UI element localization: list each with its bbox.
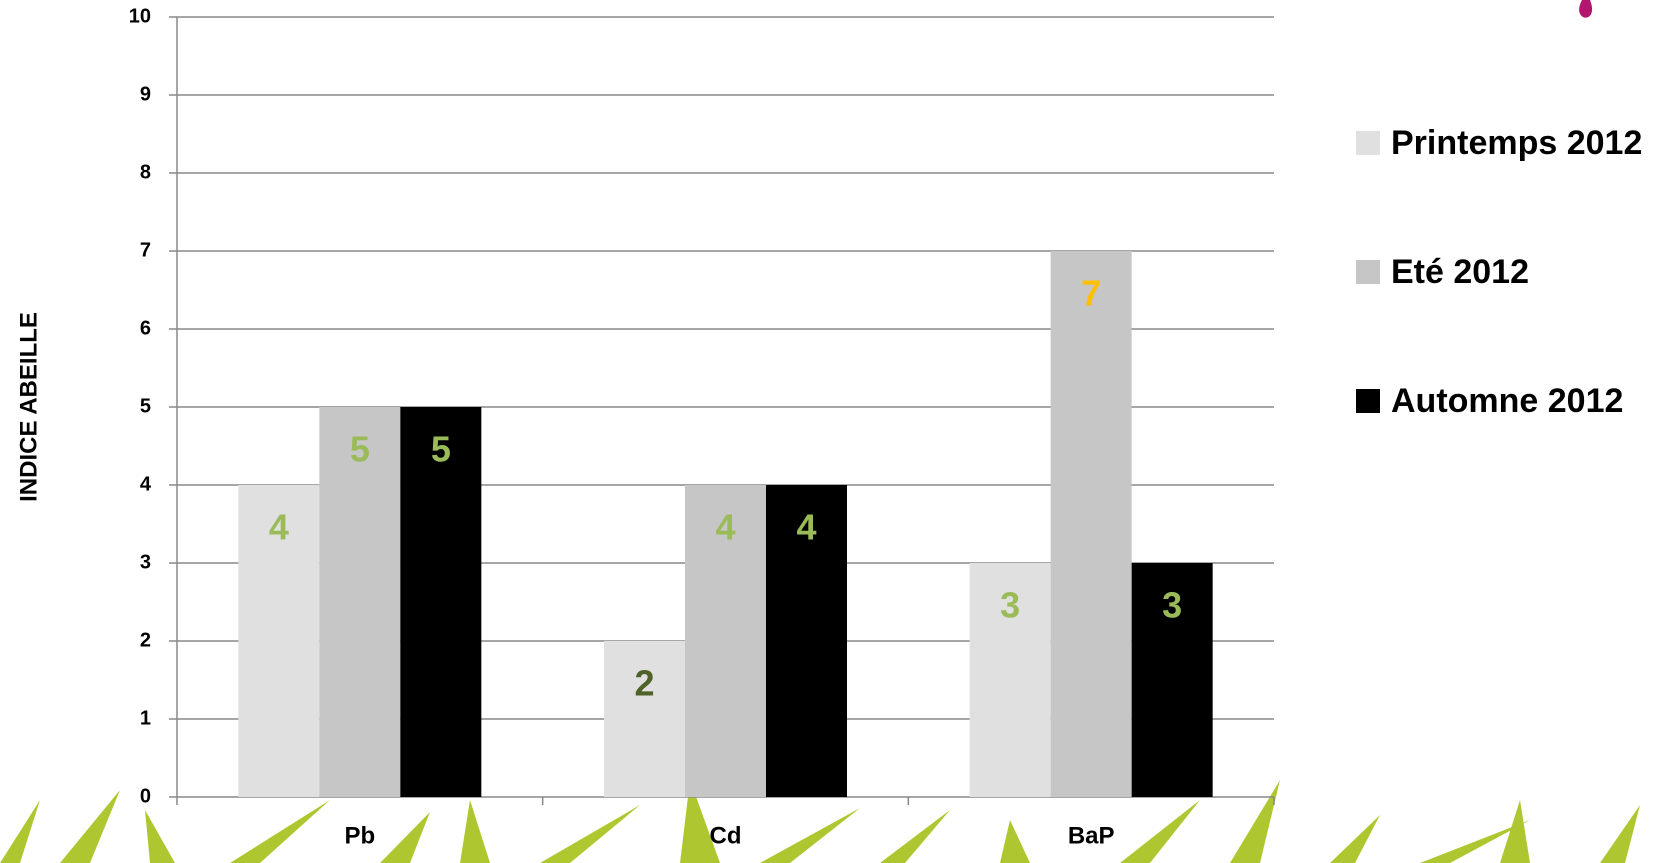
value-label: 2 — [634, 663, 654, 704]
value-label: 3 — [1162, 585, 1182, 626]
value-label: 5 — [350, 429, 370, 470]
logo-blob — [1579, 0, 1593, 18]
y-tick-label: 6 — [140, 317, 151, 339]
value-label: 4 — [796, 507, 816, 548]
legend-swatch — [1356, 260, 1380, 284]
x-tick-label: Cd — [710, 822, 742, 849]
legend-label: Eté 2012 — [1391, 253, 1529, 291]
bar — [969, 563, 1051, 797]
bar — [685, 485, 766, 797]
value-label: 4 — [269, 507, 289, 548]
x-tick-label: Pb — [344, 822, 375, 849]
y-tick-label: 8 — [140, 161, 151, 183]
value-label: 5 — [431, 429, 451, 470]
value-label: 7 — [1081, 273, 1101, 314]
value-label: 3 — [1000, 585, 1020, 626]
y-tick-label: 3 — [140, 551, 151, 573]
y-tick-label: 7 — [140, 239, 151, 261]
bar — [766, 485, 847, 797]
legend-swatch — [1356, 131, 1380, 155]
bar — [400, 407, 482, 797]
x-tick-label: BaP — [1068, 822, 1115, 849]
y-tick-label: 5 — [140, 395, 151, 417]
y-tick-label: 0 — [140, 785, 151, 807]
value-label: 4 — [715, 507, 735, 548]
y-tick-label: 10 — [129, 5, 151, 27]
y-tick-label: 9 — [140, 83, 151, 105]
bar — [238, 485, 320, 797]
bar — [1050, 251, 1132, 797]
legend-swatch — [1356, 389, 1380, 413]
grass — [0, 780, 1640, 863]
y-tick-label: 2 — [140, 629, 151, 651]
bar — [319, 407, 401, 797]
legend-label: Automne 2012 — [1391, 382, 1623, 420]
bar — [604, 641, 685, 797]
legend-label: Printemps 2012 — [1391, 124, 1642, 162]
y-axis-title: INDICE ABEILLE — [15, 312, 42, 502]
bar — [1131, 563, 1213, 797]
y-tick-label: 4 — [140, 473, 152, 495]
y-tick-label: 1 — [140, 707, 151, 729]
